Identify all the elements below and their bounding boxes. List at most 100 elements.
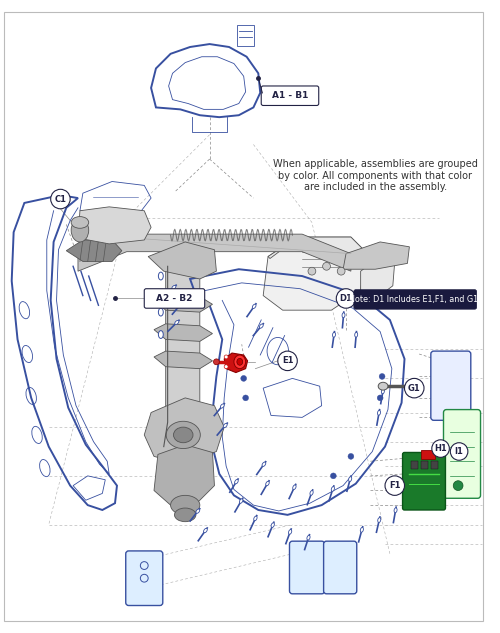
Ellipse shape	[354, 332, 358, 337]
Circle shape	[278, 351, 297, 370]
Ellipse shape	[310, 491, 313, 495]
Ellipse shape	[158, 272, 164, 280]
Ellipse shape	[166, 422, 200, 449]
Ellipse shape	[348, 477, 352, 482]
Ellipse shape	[271, 523, 274, 527]
Polygon shape	[224, 353, 248, 373]
Ellipse shape	[175, 320, 179, 325]
Ellipse shape	[174, 427, 193, 442]
Circle shape	[242, 395, 248, 401]
Polygon shape	[144, 398, 224, 464]
Ellipse shape	[332, 487, 334, 491]
Ellipse shape	[224, 423, 227, 427]
Polygon shape	[166, 256, 200, 484]
FancyBboxPatch shape	[144, 289, 204, 308]
Text: D1: D1	[340, 294, 352, 303]
Circle shape	[432, 440, 450, 458]
Ellipse shape	[158, 330, 164, 339]
Circle shape	[224, 355, 228, 359]
Polygon shape	[154, 324, 212, 341]
Text: I1: I1	[454, 447, 464, 456]
FancyBboxPatch shape	[261, 86, 318, 106]
Ellipse shape	[292, 485, 296, 489]
Ellipse shape	[170, 496, 200, 515]
Ellipse shape	[332, 332, 336, 337]
Ellipse shape	[158, 292, 164, 299]
Ellipse shape	[394, 508, 397, 513]
Text: C1: C1	[54, 194, 66, 204]
Ellipse shape	[158, 308, 164, 316]
Bar	[421, 449, 434, 460]
Polygon shape	[154, 294, 212, 312]
Ellipse shape	[378, 410, 380, 415]
Ellipse shape	[234, 479, 238, 484]
Polygon shape	[154, 444, 214, 505]
Circle shape	[377, 395, 383, 401]
Ellipse shape	[252, 304, 256, 308]
Polygon shape	[78, 207, 151, 244]
Ellipse shape	[71, 216, 88, 229]
Circle shape	[450, 442, 468, 460]
Polygon shape	[268, 237, 366, 261]
Circle shape	[453, 480, 463, 491]
Ellipse shape	[342, 313, 345, 318]
FancyBboxPatch shape	[290, 541, 324, 594]
Ellipse shape	[360, 527, 364, 532]
Text: A2 - B2: A2 - B2	[156, 294, 192, 303]
Circle shape	[214, 359, 220, 365]
Ellipse shape	[172, 285, 176, 289]
Ellipse shape	[254, 516, 257, 521]
Circle shape	[336, 289, 356, 308]
Polygon shape	[78, 234, 351, 271]
Ellipse shape	[307, 536, 310, 540]
Ellipse shape	[382, 389, 384, 394]
Ellipse shape	[288, 530, 292, 534]
FancyBboxPatch shape	[126, 551, 163, 606]
Text: H1: H1	[434, 444, 447, 453]
Circle shape	[322, 263, 330, 270]
Ellipse shape	[262, 462, 266, 467]
FancyBboxPatch shape	[444, 410, 480, 498]
Ellipse shape	[240, 499, 243, 503]
Text: A1 - B1: A1 - B1	[272, 91, 308, 100]
Bar	[412, 461, 418, 469]
Text: G1: G1	[408, 384, 420, 392]
Ellipse shape	[378, 518, 381, 522]
Polygon shape	[360, 256, 395, 298]
FancyBboxPatch shape	[431, 351, 471, 420]
Polygon shape	[154, 351, 212, 368]
Ellipse shape	[266, 481, 269, 486]
Circle shape	[50, 189, 70, 209]
Polygon shape	[148, 242, 216, 279]
Circle shape	[385, 476, 404, 496]
Bar	[431, 461, 438, 469]
Circle shape	[330, 473, 336, 479]
Text: E1: E1	[282, 356, 294, 365]
Bar	[421, 461, 428, 469]
Ellipse shape	[196, 509, 200, 513]
Ellipse shape	[204, 529, 208, 533]
Circle shape	[338, 267, 345, 275]
Circle shape	[308, 267, 316, 275]
Ellipse shape	[71, 218, 88, 242]
Text: Note: D1 Includes E1,F1, and G1.: Note: D1 Includes E1,F1, and G1.	[350, 295, 481, 304]
Ellipse shape	[178, 303, 182, 307]
FancyBboxPatch shape	[324, 541, 356, 594]
Bar	[237, 25, 254, 46]
Ellipse shape	[237, 358, 242, 365]
Ellipse shape	[174, 508, 196, 522]
FancyBboxPatch shape	[354, 290, 476, 309]
Ellipse shape	[234, 355, 245, 368]
Circle shape	[348, 453, 354, 460]
Ellipse shape	[378, 382, 388, 390]
Ellipse shape	[220, 404, 224, 408]
Circle shape	[224, 365, 228, 368]
Circle shape	[239, 356, 244, 362]
Polygon shape	[343, 242, 409, 269]
Circle shape	[241, 375, 246, 381]
FancyBboxPatch shape	[402, 453, 446, 510]
Circle shape	[404, 379, 424, 398]
Polygon shape	[66, 240, 122, 261]
Ellipse shape	[260, 324, 263, 328]
Circle shape	[379, 373, 385, 379]
